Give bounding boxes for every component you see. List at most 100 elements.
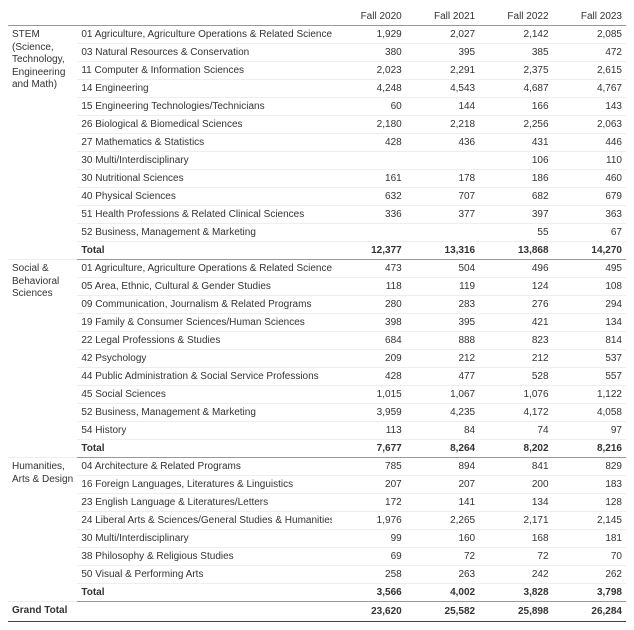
table-row: 19 Family & Consumer Sciences/Human Scie… bbox=[8, 314, 626, 332]
value-cell: 460 bbox=[553, 170, 626, 188]
value-cell: 276 bbox=[479, 296, 552, 314]
table-row: 09 Communication, Journalism & Related P… bbox=[8, 296, 626, 314]
table-row: 05 Area, Ethnic, Cultural & Gender Studi… bbox=[8, 278, 626, 296]
value-cell: 684 bbox=[332, 332, 405, 350]
sub-label: 30 Multi/Interdisciplinary bbox=[77, 152, 332, 170]
value-cell bbox=[332, 152, 405, 170]
value-cell: 814 bbox=[553, 332, 626, 350]
value-cell: 682 bbox=[479, 188, 552, 206]
value-cell: 84 bbox=[406, 422, 479, 440]
value-cell: 841 bbox=[479, 458, 552, 476]
value-cell: 207 bbox=[332, 476, 405, 494]
value-cell: 363 bbox=[553, 206, 626, 224]
enrollment-table: Fall 2020 Fall 2021 Fall 2022 Fall 2023 … bbox=[8, 8, 626, 622]
table-row: 24 Liberal Arts & Sciences/General Studi… bbox=[8, 512, 626, 530]
value-cell: 377 bbox=[406, 206, 479, 224]
sub-label: 16 Foreign Languages, Literatures & Ling… bbox=[77, 476, 332, 494]
value-cell: 395 bbox=[406, 314, 479, 332]
total-cell: 13,868 bbox=[479, 242, 552, 260]
grand-total-cell: 23,620 bbox=[332, 602, 405, 622]
sub-label: 05 Area, Ethnic, Cultural & Gender Studi… bbox=[77, 278, 332, 296]
value-cell: 160 bbox=[406, 530, 479, 548]
value-cell: 2,265 bbox=[406, 512, 479, 530]
value-cell: 336 bbox=[332, 206, 405, 224]
subtotal-row: Total3,5664,0023,8283,798 bbox=[8, 584, 626, 602]
sub-label: 04 Architecture & Related Programs bbox=[77, 458, 332, 476]
sub-label: 23 English Language & Literatures/Letter… bbox=[77, 494, 332, 512]
value-cell: 143 bbox=[553, 98, 626, 116]
value-cell: 679 bbox=[553, 188, 626, 206]
table-row: 44 Public Administration & Social Servic… bbox=[8, 368, 626, 386]
value-cell: 2,291 bbox=[406, 62, 479, 80]
value-cell: 168 bbox=[479, 530, 552, 548]
table-row: 26 Biological & Biomedical Sciences2,180… bbox=[8, 116, 626, 134]
value-cell: 128 bbox=[553, 494, 626, 512]
table-row: 51 Health Professions & Related Clinical… bbox=[8, 206, 626, 224]
value-cell: 118 bbox=[332, 278, 405, 296]
value-cell: 1,015 bbox=[332, 386, 405, 404]
total-cell: 8,216 bbox=[553, 440, 626, 458]
table-row: 14 Engineering4,2484,5434,6874,767 bbox=[8, 80, 626, 98]
value-cell: 67 bbox=[553, 224, 626, 242]
value-cell: 262 bbox=[553, 566, 626, 584]
value-cell: 4,058 bbox=[553, 404, 626, 422]
table-row: STEM (Science, Technology, Engineering a… bbox=[8, 26, 626, 44]
value-cell: 2,218 bbox=[406, 116, 479, 134]
table-row: 40 Physical Sciences632707682679 bbox=[8, 188, 626, 206]
value-cell: 200 bbox=[479, 476, 552, 494]
value-cell: 110 bbox=[553, 152, 626, 170]
value-cell: 74 bbox=[479, 422, 552, 440]
total-label: Total bbox=[77, 584, 332, 602]
total-cell: 3,798 bbox=[553, 584, 626, 602]
sub-label: 50 Visual & Performing Arts bbox=[77, 566, 332, 584]
value-cell: 207 bbox=[406, 476, 479, 494]
value-cell: 186 bbox=[479, 170, 552, 188]
header-row: Fall 2020 Fall 2021 Fall 2022 Fall 2023 bbox=[8, 8, 626, 26]
value-cell: 209 bbox=[332, 350, 405, 368]
value-cell: 113 bbox=[332, 422, 405, 440]
value-cell bbox=[332, 224, 405, 242]
value-cell: 2,256 bbox=[479, 116, 552, 134]
col-header: Fall 2020 bbox=[332, 8, 405, 26]
value-cell: 108 bbox=[553, 278, 626, 296]
table-row: 30 Multi/Interdisciplinary106110 bbox=[8, 152, 626, 170]
grand-total-label: Grand Total bbox=[8, 602, 332, 622]
category-label: Humanities, Arts & Design bbox=[8, 458, 77, 602]
table-row: Humanities, Arts & Design04 Architecture… bbox=[8, 458, 626, 476]
value-cell: 397 bbox=[479, 206, 552, 224]
sub-label: 54 History bbox=[77, 422, 332, 440]
sub-label: 40 Physical Sciences bbox=[77, 188, 332, 206]
total-cell: 14,270 bbox=[553, 242, 626, 260]
sub-label: 14 Engineering bbox=[77, 80, 332, 98]
sub-label: 30 Nutritional Sciences bbox=[77, 170, 332, 188]
sub-label: 44 Public Administration & Social Servic… bbox=[77, 368, 332, 386]
table-row: Social & Behavioral Sciences01 Agricultu… bbox=[8, 260, 626, 278]
value-cell: 183 bbox=[553, 476, 626, 494]
value-cell: 2,180 bbox=[332, 116, 405, 134]
value-cell: 2,142 bbox=[479, 26, 552, 44]
value-cell: 55 bbox=[479, 224, 552, 242]
table-row: 22 Legal Professions & Studies6848888238… bbox=[8, 332, 626, 350]
value-cell: 2,027 bbox=[406, 26, 479, 44]
value-cell: 294 bbox=[553, 296, 626, 314]
grand-total-cell: 25,582 bbox=[406, 602, 479, 622]
sub-label: 03 Natural Resources & Conservation bbox=[77, 44, 332, 62]
value-cell: 124 bbox=[479, 278, 552, 296]
sub-label: 19 Family & Consumer Sciences/Human Scie… bbox=[77, 314, 332, 332]
sub-label: 30 Multi/Interdisciplinary bbox=[77, 530, 332, 548]
value-cell: 280 bbox=[332, 296, 405, 314]
value-cell: 134 bbox=[553, 314, 626, 332]
value-cell: 1,076 bbox=[479, 386, 552, 404]
total-cell: 8,202 bbox=[479, 440, 552, 458]
col-header: Fall 2021 bbox=[406, 8, 479, 26]
table-row: 23 English Language & Literatures/Letter… bbox=[8, 494, 626, 512]
value-cell: 473 bbox=[332, 260, 405, 278]
value-cell: 60 bbox=[332, 98, 405, 116]
col-header: Fall 2023 bbox=[553, 8, 626, 26]
value-cell: 242 bbox=[479, 566, 552, 584]
table-row: 52 Business, Management & Marketing3,959… bbox=[8, 404, 626, 422]
col-header: Fall 2022 bbox=[479, 8, 552, 26]
value-cell: 1,122 bbox=[553, 386, 626, 404]
value-cell: 2,145 bbox=[553, 512, 626, 530]
table-row: 30 Nutritional Sciences161178186460 bbox=[8, 170, 626, 188]
